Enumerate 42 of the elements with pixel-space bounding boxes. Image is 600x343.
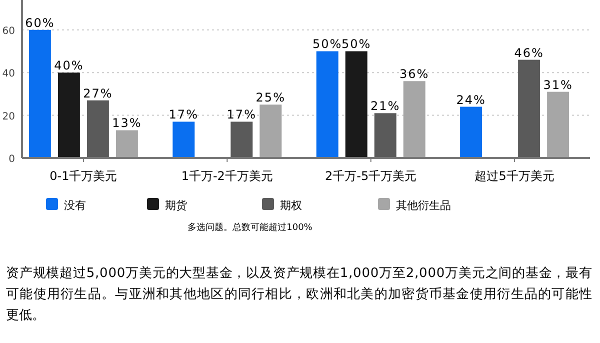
bar	[116, 130, 138, 158]
x-tick-label: 超过5千万美元	[474, 169, 554, 183]
data-label: 21%	[370, 99, 400, 114]
bar	[518, 60, 540, 158]
data-label: 17%	[226, 108, 256, 122]
x-tick-label: 2千万-5千万美元	[325, 169, 417, 183]
x-tick-label: 0-1千万美元	[50, 169, 118, 183]
bar	[260, 104, 282, 158]
data-label: 50%	[342, 37, 372, 52]
legend-label: 没有	[64, 199, 86, 212]
data-label: 17%	[168, 108, 198, 122]
data-label: 27%	[83, 86, 113, 100]
bar	[172, 122, 195, 158]
bar	[316, 51, 338, 158]
data-label: 24%	[456, 92, 486, 107]
data-label: 31%	[543, 78, 573, 92]
legend-label: 其他衍生品	[396, 199, 451, 212]
data-label: 50%	[312, 37, 342, 52]
data-label: 36%	[400, 67, 430, 82]
y-tick-label: 40	[2, 68, 15, 80]
bar	[403, 81, 426, 158]
bar	[28, 30, 51, 158]
bar	[374, 113, 396, 158]
y-tick-label: 60	[2, 26, 15, 37]
text: 资产规模超过5,000万美元的大型基金，以及资产规模在1,000万至2,000万美元之间的基金，最有可能使用衍生品。与亚洲和其他地区的同行相比，欧洲和北美的加密货币基金使用衍生品的可能性更低。	[6, 265, 592, 323]
data-label: 25%	[256, 90, 286, 105]
bar	[86, 100, 109, 158]
bar	[547, 92, 570, 158]
legend-label: 期权	[280, 199, 302, 212]
bar	[345, 51, 368, 158]
y-tick-label: 0	[8, 154, 15, 165]
bar	[460, 106, 482, 158]
legend-label: 期货	[165, 199, 187, 212]
data-label: 60%	[25, 16, 55, 30]
bar	[230, 122, 253, 158]
bar	[58, 72, 80, 158]
data-label: 46%	[514, 46, 544, 60]
text: 多选问题。总数可能超过100%	[188, 222, 313, 233]
data-label: 13%	[112, 116, 142, 130]
x-tick-label: 1千万-2千万美元	[181, 169, 273, 183]
y-tick-label: 20	[2, 111, 15, 122]
data-label: 40%	[54, 58, 84, 73]
